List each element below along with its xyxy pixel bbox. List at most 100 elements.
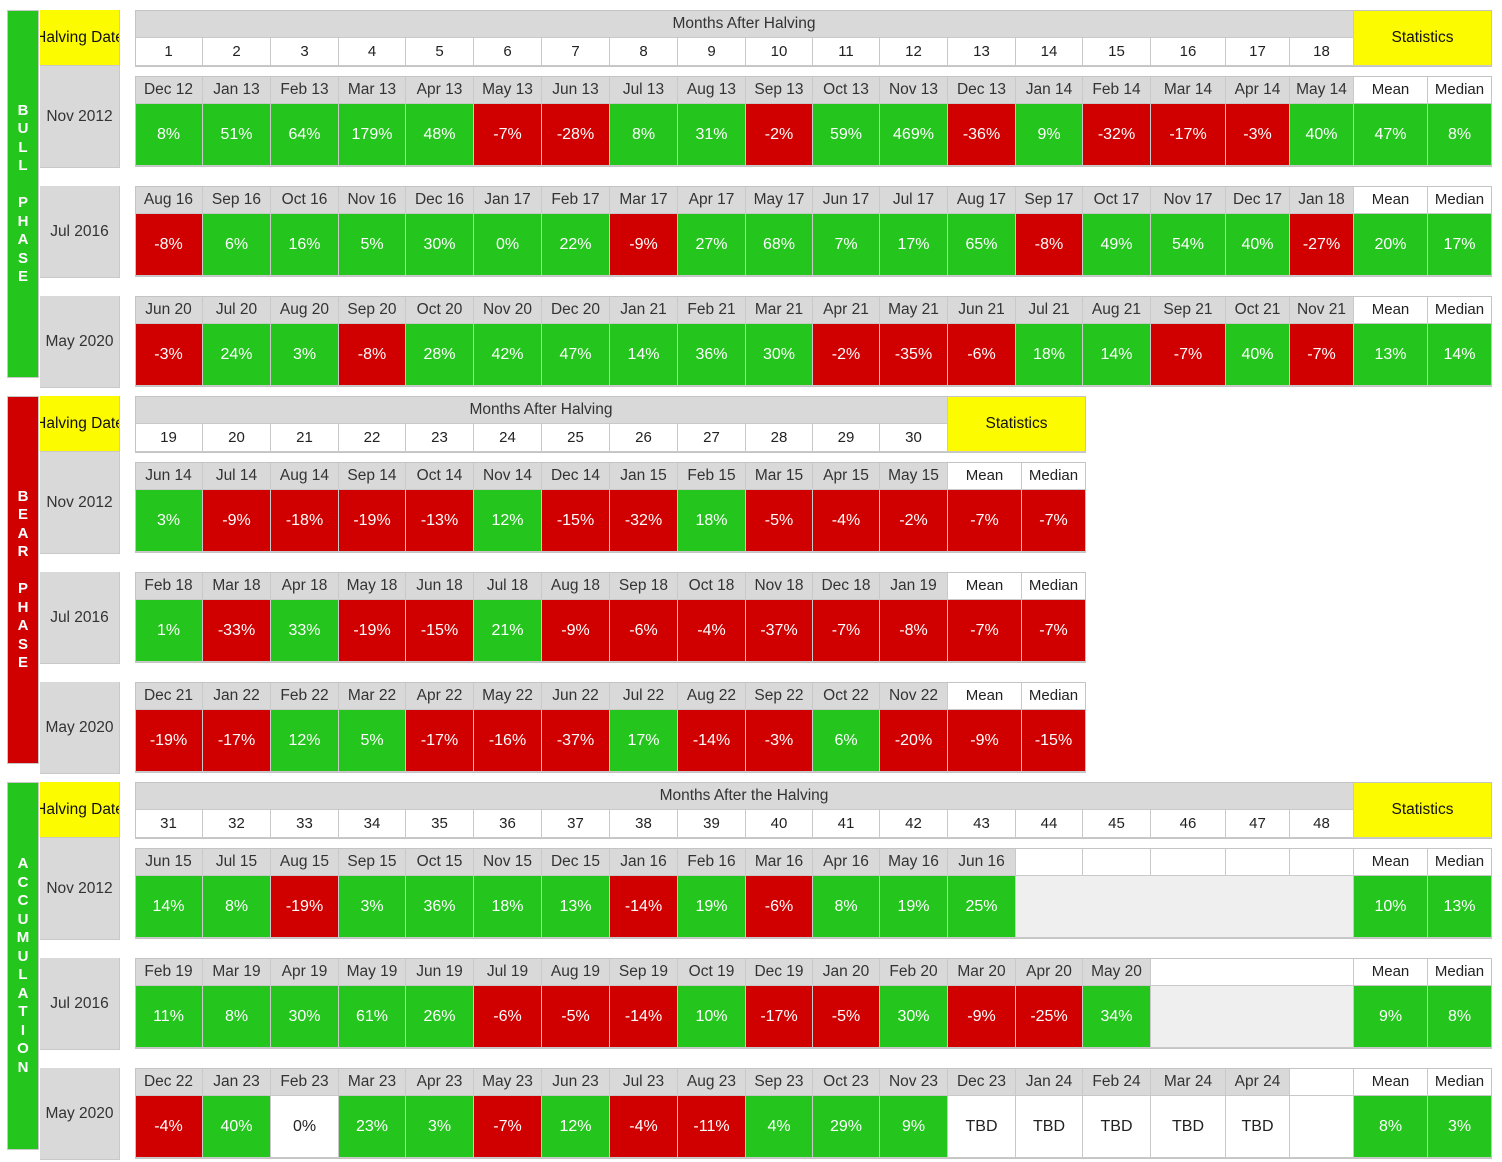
value-cell: 47% [542, 324, 610, 386]
value-cell: -32% [610, 490, 678, 552]
month-label: Sep 17 [1016, 186, 1083, 214]
month-number: 4 [339, 38, 406, 66]
month-label: Dec 21 [135, 682, 203, 710]
halving-date-label: Nov 2012 [40, 838, 120, 940]
month-label: Sep 20 [339, 296, 406, 324]
month-label: Jan 18 [1290, 186, 1354, 214]
mean-label: Mean [948, 572, 1022, 600]
month-label: Jan 14 [1016, 76, 1083, 104]
month-label: Jan 15 [610, 462, 678, 490]
empty-month-label [1151, 958, 1354, 986]
month-label: Apr 17 [678, 186, 746, 214]
month-label: Jan 19 [880, 572, 948, 600]
month-label: May 21 [880, 296, 948, 324]
value-cell: 6% [813, 710, 880, 772]
value-cell: -19% [271, 876, 339, 938]
median-value: 3% [1428, 1096, 1492, 1158]
month-label: Jul 17 [880, 186, 948, 214]
value-cell: 59% [813, 104, 880, 166]
month-label: Apr 15 [813, 462, 880, 490]
value-cell: -15% [542, 490, 610, 552]
value-cell: -6% [948, 324, 1016, 386]
median-label: Median [1428, 848, 1492, 876]
month-label: Jan 17 [474, 186, 542, 214]
month-number: 48 [1290, 810, 1354, 838]
month-label: Nov 15 [474, 848, 542, 876]
value-cell: 5% [339, 710, 406, 772]
empty-month-label [1083, 848, 1151, 876]
month-label: Aug 18 [542, 572, 610, 600]
value-cell: 19% [678, 876, 746, 938]
month-label: Aug 21 [1083, 296, 1151, 324]
month-label: Mar 24 [1151, 1068, 1226, 1096]
value-cell: 12% [542, 1096, 610, 1158]
month-label: Jun 16 [948, 848, 1016, 876]
month-label: Sep 21 [1151, 296, 1226, 324]
value-cell: 17% [880, 214, 948, 276]
month-label: Dec 17 [1226, 186, 1290, 214]
halving-date-label: May 2020 [40, 1068, 120, 1160]
mean-value: 8% [1354, 1096, 1428, 1158]
value-cell: -3% [135, 324, 203, 386]
month-number: 39 [678, 810, 746, 838]
month-label: Jan 16 [610, 848, 678, 876]
month-label: May 13 [474, 76, 542, 104]
month-label: Aug 23 [678, 1068, 746, 1096]
month-number: 1 [135, 38, 203, 66]
value-cell: -17% [203, 710, 271, 772]
month-number: 42 [880, 810, 948, 838]
value-cell: 54% [1151, 214, 1226, 276]
month-label: Oct 16 [271, 186, 339, 214]
value-cell: 10% [678, 986, 746, 1048]
month-label: Mar 17 [610, 186, 678, 214]
month-label: Mar 19 [203, 958, 271, 986]
month-number: 18 [1290, 38, 1354, 66]
value-cell: 30% [880, 986, 948, 1048]
month-label: Jan 21 [610, 296, 678, 324]
value-cell: -35% [880, 324, 948, 386]
value-cell: -9% [610, 214, 678, 276]
month-label: Jun 22 [542, 682, 610, 710]
month-label: Mar 22 [339, 682, 406, 710]
month-number: 15 [1083, 38, 1151, 66]
mean-label: Mean [1354, 76, 1428, 104]
month-number: 29 [813, 424, 880, 452]
statistics-header: Statistics [948, 396, 1086, 452]
month-label: Sep 18 [610, 572, 678, 600]
month-number: 40 [746, 810, 813, 838]
value-cell: -11% [678, 1096, 746, 1158]
value-cell: 65% [948, 214, 1016, 276]
median-value: 14% [1428, 324, 1492, 386]
value-cell: -19% [135, 710, 203, 772]
month-label: Mar 20 [948, 958, 1016, 986]
halving-date-label: May 2020 [40, 682, 120, 774]
value-cell: 26% [406, 986, 474, 1048]
value-cell: -9% [203, 490, 271, 552]
month-label: Oct 17 [1083, 186, 1151, 214]
empty-month-label [1290, 848, 1354, 876]
month-number: 12 [880, 38, 948, 66]
month-label: Feb 17 [542, 186, 610, 214]
month-number: 16 [1151, 38, 1226, 66]
value-cell: 8% [203, 986, 271, 1048]
value-cell: -14% [610, 986, 678, 1048]
value-cell: 13% [542, 876, 610, 938]
month-label: Dec 23 [948, 1068, 1016, 1096]
month-number: 46 [1151, 810, 1226, 838]
month-label: Nov 14 [474, 462, 542, 490]
value-cell: 17% [610, 710, 678, 772]
month-label: Apr 22 [406, 682, 474, 710]
month-label: Jul 22 [610, 682, 678, 710]
value-cell: 6% [203, 214, 271, 276]
month-label: Jun 19 [406, 958, 474, 986]
month-number: 33 [271, 810, 339, 838]
value-cell: TBD [1016, 1096, 1083, 1158]
month-label: May 22 [474, 682, 542, 710]
month-label: Oct 19 [678, 958, 746, 986]
month-label: Aug 14 [271, 462, 339, 490]
month-label: May 14 [1290, 76, 1354, 104]
months-after-halving-header: Months After Halving [135, 10, 1354, 38]
month-label: Jul 21 [1016, 296, 1083, 324]
value-cell: -9% [542, 600, 610, 662]
value-cell: 18% [678, 490, 746, 552]
